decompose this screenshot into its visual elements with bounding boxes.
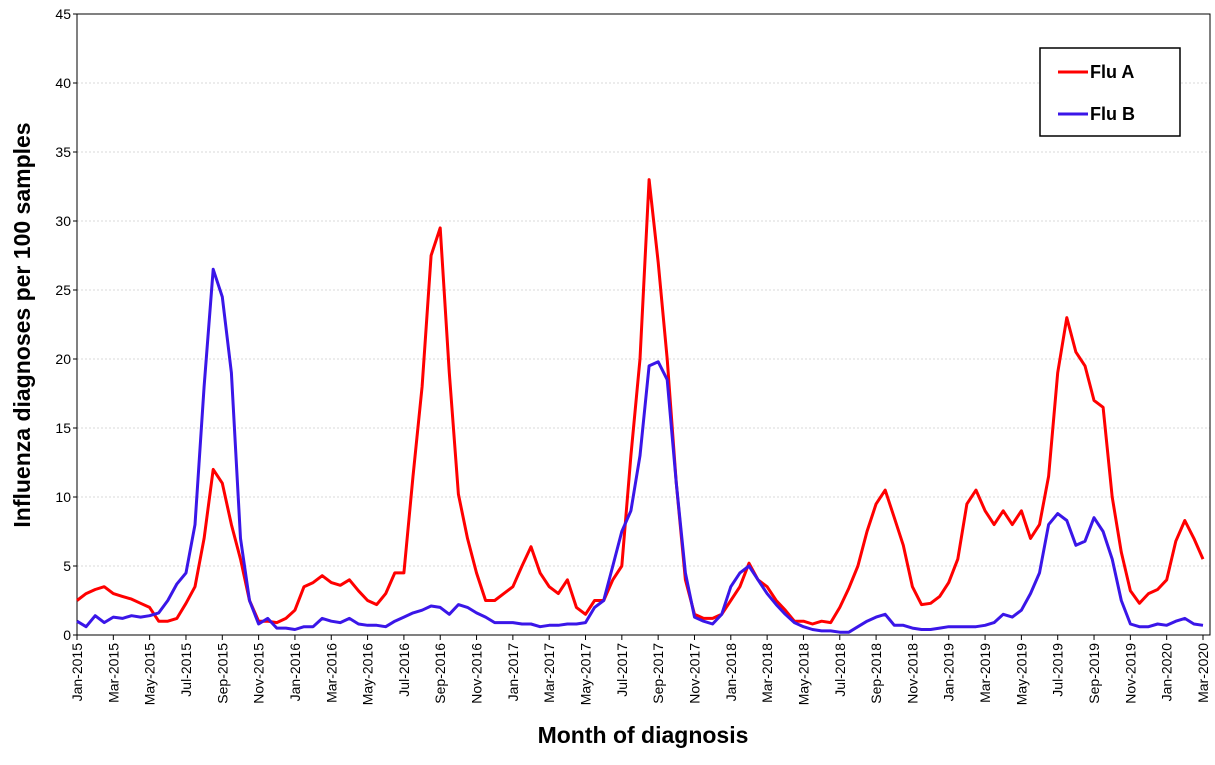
x-tick-label: May-2018 (795, 643, 811, 705)
legend-label: Flu B (1090, 104, 1135, 124)
legend-label: Flu A (1090, 62, 1134, 82)
x-tick-label: Jan-2017 (505, 643, 521, 702)
x-tick-label: Mar-2015 (105, 643, 121, 703)
y-tick-label: 35 (55, 144, 71, 160)
x-tick-label: Sep-2017 (650, 643, 666, 704)
x-tick-label: May-2019 (1013, 643, 1029, 705)
x-tick-label: Jan-2015 (69, 643, 85, 702)
y-tick-label: 40 (55, 75, 71, 91)
x-tick-label: Sep-2015 (214, 643, 230, 704)
x-tick-label: Jul-2017 (614, 643, 630, 697)
x-tick-label: Jul-2015 (178, 643, 194, 697)
plot-frame (76, 13, 1211, 636)
y-tick-label: 25 (55, 282, 71, 298)
x-tick-label: Jan-2016 (287, 643, 303, 702)
x-tick-label: Mar-2019 (977, 643, 993, 703)
y-tick-label: 45 (55, 6, 71, 22)
y-tick-label: 0 (63, 627, 71, 643)
x-tick-label: Jul-2016 (396, 643, 412, 697)
x-tick-label: Nov-2017 (686, 643, 702, 704)
y-tick-label: 30 (55, 213, 71, 229)
x-tick-label: Sep-2016 (432, 643, 448, 704)
x-tick-label: Mar-2016 (323, 643, 339, 703)
y-axis-title: Influenza diagnoses per 100 samples (9, 122, 35, 527)
series-line (76, 267, 1204, 634)
x-tick-label: Jan-2020 (1159, 643, 1175, 702)
y-tick-label: 20 (55, 351, 71, 367)
series-line (76, 178, 1205, 626)
x-tick-label: Jul-2018 (832, 643, 848, 697)
x-tick-label: Jan-2019 (941, 643, 957, 702)
x-tick-label: Jan-2018 (723, 643, 739, 702)
legend-box (1039, 47, 1181, 137)
x-tick-label: Sep-2018 (868, 643, 884, 704)
x-tick-label: Nov-2018 (904, 643, 920, 704)
x-tick-label: May-2016 (360, 643, 376, 705)
x-tick-label: Mar-2020 (1195, 643, 1211, 703)
x-tick-label: Jul-2019 (1050, 643, 1066, 697)
x-tick-label: Nov-2015 (251, 643, 267, 704)
y-tick-label: 5 (63, 558, 71, 574)
x-tick-label: Nov-2016 (469, 643, 485, 704)
x-axis-title: Month of diagnosis (538, 722, 749, 748)
y-tick-label: 10 (55, 489, 71, 505)
y-tick-label: 15 (55, 420, 71, 436)
x-tick-label: Mar-2018 (759, 643, 775, 703)
x-tick-label: Sep-2019 (1086, 643, 1102, 704)
x-tick-label: May-2017 (578, 643, 594, 705)
x-tick-label: Mar-2017 (541, 643, 557, 703)
x-tick-label: Nov-2019 (1122, 643, 1138, 704)
x-tick-label: May-2015 (142, 643, 158, 705)
